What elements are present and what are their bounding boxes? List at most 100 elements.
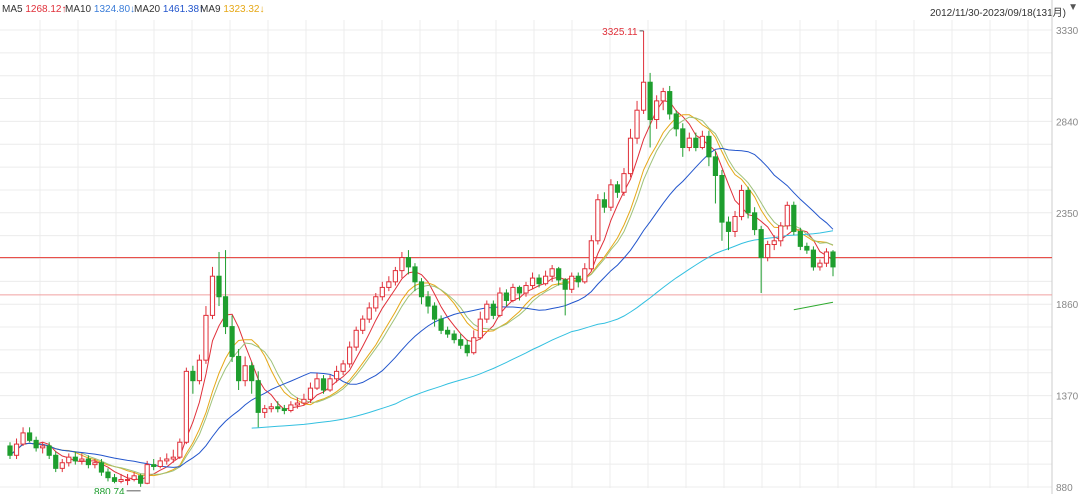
- candle-body: [817, 262, 823, 268]
- candle-body: [680, 128, 686, 149]
- candle-body: [40, 445, 46, 449]
- candle: [340, 360, 346, 376]
- y-tick-label: 880: [1056, 483, 1073, 494]
- candle: [92, 459, 98, 469]
- candle-body: [451, 333, 457, 341]
- candle: [582, 263, 588, 284]
- candle: [275, 401, 281, 413]
- legend-bar: MA5 1268.12↑ MA10 1324.80↓ MA20 1461.38↑…: [0, 0, 1080, 20]
- candle: [686, 132, 692, 152]
- candle-body: [333, 370, 340, 380]
- candle-body: [209, 275, 216, 316]
- candle: [314, 373, 320, 391]
- candle-body: [366, 307, 372, 320]
- candle: [144, 460, 150, 485]
- candle: [262, 404, 268, 418]
- candle: [660, 87, 666, 111]
- candle: [640, 30, 647, 114]
- candle-body: [294, 402, 300, 406]
- candle: [556, 266, 562, 286]
- candle: [575, 272, 581, 288]
- candle-body: [484, 303, 490, 320]
- candle-body: [791, 204, 797, 232]
- candle: [451, 330, 457, 344]
- candle: [118, 473, 124, 484]
- ma20-label: MA20: [134, 4, 161, 15]
- candle-body: [53, 454, 59, 469]
- candle-body: [660, 91, 666, 102]
- candle: [288, 401, 294, 413]
- candle-body: [275, 406, 281, 410]
- candles: [7, 30, 836, 487]
- ma5-label: MA5: [2, 4, 23, 15]
- candle: [151, 459, 157, 471]
- candle: [810, 246, 817, 271]
- candle-body: [399, 257, 405, 272]
- candle: [732, 210, 738, 238]
- candle: [595, 194, 601, 245]
- candle: [255, 371, 261, 428]
- candle: [484, 300, 490, 323]
- candle-body: [85, 458, 91, 466]
- candle-body: [7, 445, 13, 456]
- candle: [588, 235, 594, 271]
- candle: [791, 201, 797, 236]
- candle: [549, 265, 555, 282]
- candle: [797, 227, 803, 251]
- y-tick-label: 3330: [1056, 26, 1079, 37]
- candle: [477, 311, 483, 340]
- candle: [249, 362, 255, 394]
- candle-body: [20, 432, 26, 445]
- candle-body: [510, 286, 516, 301]
- candle: [405, 250, 412, 275]
- candle-body: [105, 471, 111, 479]
- candle: [242, 356, 248, 387]
- candle-body: [216, 275, 222, 298]
- candle-body: [249, 365, 255, 382]
- min-label: 880.74: [94, 487, 125, 494]
- candle-body: [778, 225, 784, 242]
- date-range[interactable]: 2012/11/30-2023/09/18(131月): [929, 8, 1066, 19]
- candle-body: [745, 189, 751, 214]
- candle: [445, 326, 451, 338]
- candle: [294, 397, 300, 409]
- candle-body: [732, 216, 738, 232]
- candle-body: [340, 363, 346, 372]
- candle: [510, 283, 516, 303]
- candle: [203, 306, 209, 364]
- candle: [431, 302, 438, 327]
- candle-body: [569, 275, 575, 290]
- candle-body: [673, 113, 679, 130]
- candle: [614, 181, 621, 198]
- candle-body: [183, 370, 189, 443]
- candle: [418, 278, 425, 305]
- candle: [7, 442, 13, 460]
- candle-body: [268, 406, 274, 410]
- candle-body: [810, 249, 817, 268]
- candle-body: [536, 277, 542, 285]
- candle: [360, 315, 366, 335]
- candle-body: [823, 251, 830, 264]
- chevron-down-icon[interactable]: ▼: [1068, 2, 1078, 13]
- candle: [543, 270, 549, 286]
- candle-body: [725, 221, 732, 232]
- candle: [379, 281, 385, 301]
- candle-body: [405, 257, 412, 268]
- candle: [562, 278, 568, 316]
- candle: [399, 251, 405, 279]
- candle: [680, 123, 686, 157]
- candle: [523, 281, 529, 297]
- ma60-line: [251, 230, 834, 429]
- candle-body: [562, 279, 568, 290]
- candle-body: [222, 296, 229, 328]
- candle-body: [262, 408, 268, 413]
- candle-body: [523, 285, 529, 294]
- candle-body: [33, 439, 39, 449]
- candle: [830, 250, 836, 277]
- candle: [353, 326, 359, 351]
- candle: [177, 438, 183, 460]
- candle-body: [556, 268, 562, 281]
- candle-body: [118, 479, 124, 482]
- candle: [497, 287, 503, 318]
